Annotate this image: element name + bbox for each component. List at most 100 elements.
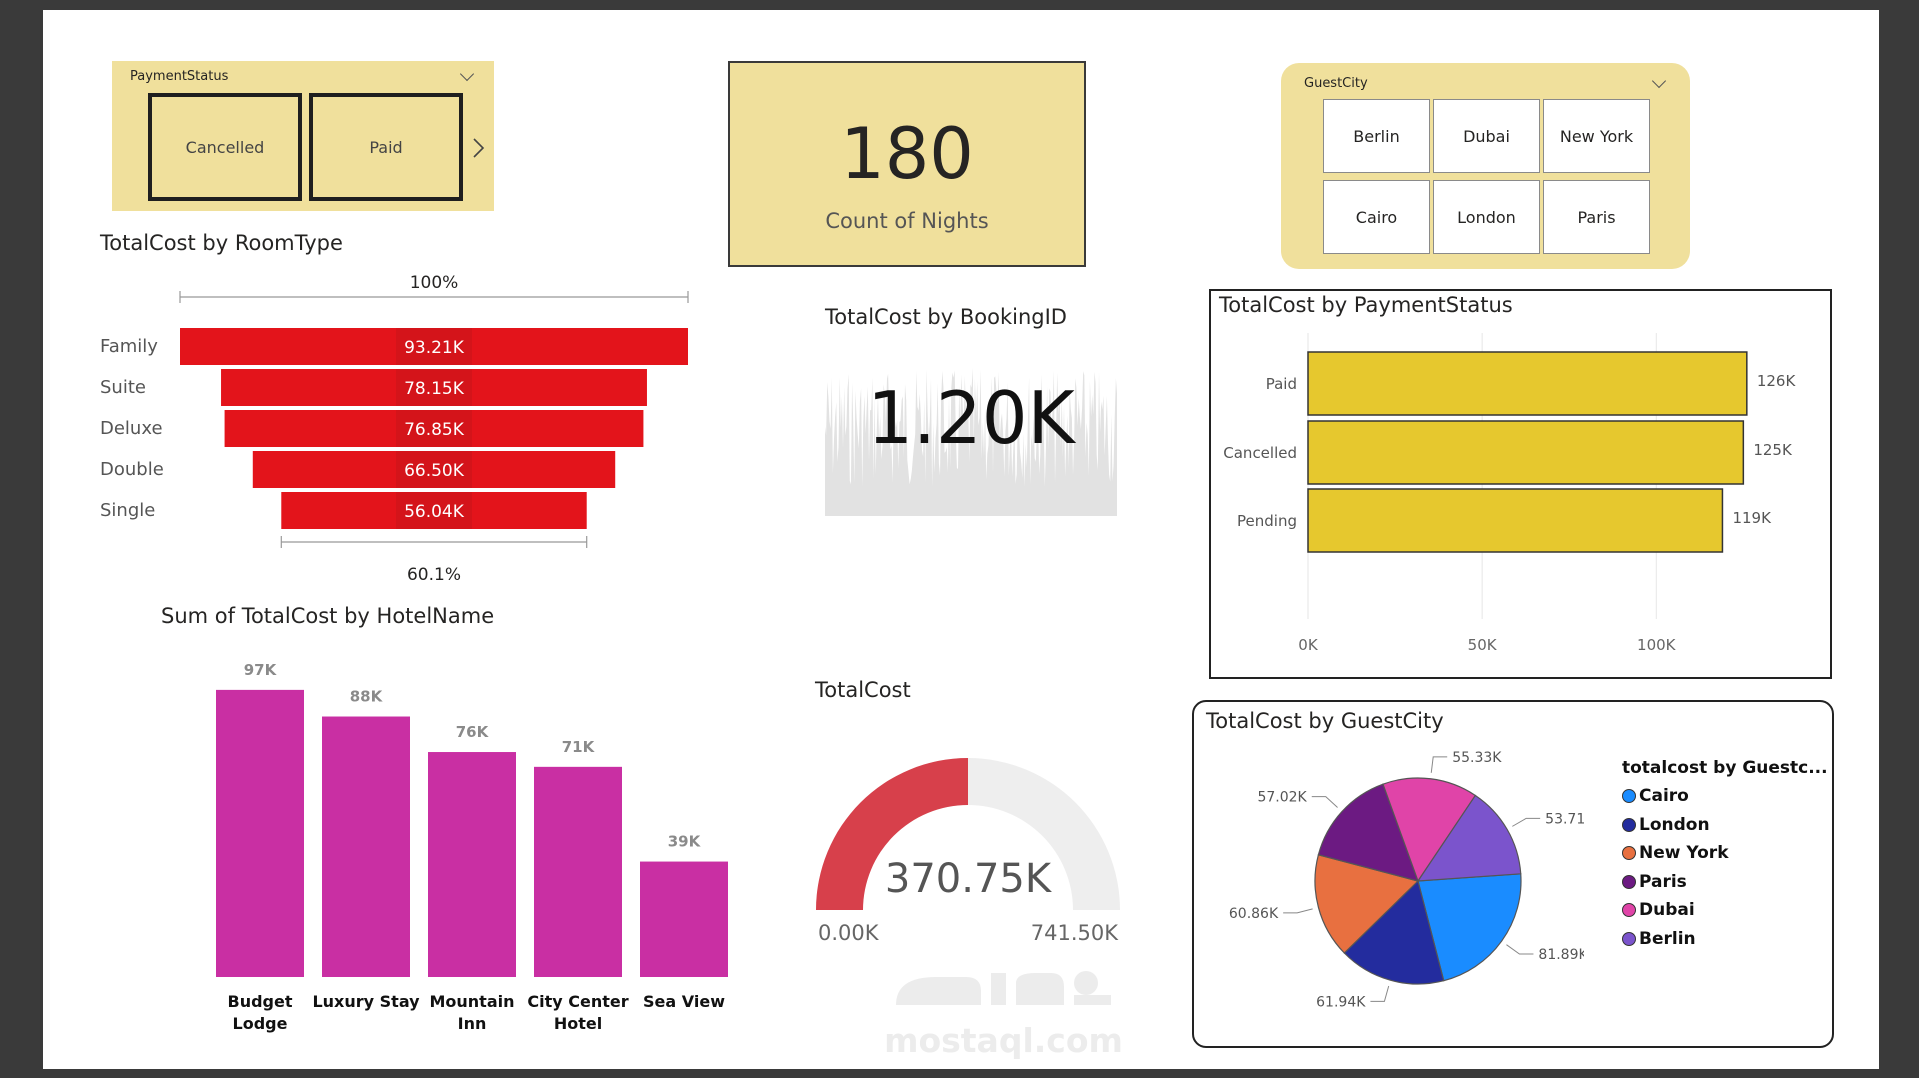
- kpi-value: 180: [840, 113, 974, 195]
- hotel-bar[interactable]: [534, 766, 622, 977]
- pie-data-label: 55.33K: [1452, 750, 1502, 766]
- hotel-bar-chart: 97K Budget Lodge 88K Luxury Stay 76K Mountain I…: [216, 661, 728, 1033]
- city-option-cairo[interactable]: Cairo: [1323, 180, 1430, 254]
- watermark-logo-mark: [886, 965, 1121, 1017]
- funnel-label-bg: [396, 492, 472, 529]
- gauge-title: TotalCost: [815, 678, 911, 702]
- chevron-down-icon[interactable]: [459, 66, 475, 82]
- status-chart-title: TotalCost by PaymentStatus: [1219, 293, 1513, 317]
- hotel-category-label: Budget: [228, 992, 293, 1011]
- legend-item[interactable]: Dubai: [1622, 896, 1832, 925]
- pie-leader-line: [1283, 908, 1313, 914]
- hotel-category-label: Sea View: [643, 992, 725, 1011]
- pie-data-label: 81.89K: [1538, 947, 1584, 963]
- city-option-berlin[interactable]: Berlin: [1323, 99, 1430, 173]
- payment-status-bar-chart: 0K 50K 100K Paid 126K Cancelled 125K Pending 11…: [1223, 333, 1797, 654]
- hotel-chart-title: Sum of TotalCost by HotelName: [161, 604, 495, 628]
- hotel-data-label: 39K: [668, 833, 702, 851]
- pie-data-label: 60.86K: [1229, 906, 1279, 922]
- legend-marker-icon: [1622, 789, 1636, 804]
- legend-item[interactable]: Berlin: [1622, 925, 1832, 954]
- legend-marker-icon: [1622, 817, 1636, 832]
- hotel-data-label: 71K: [562, 738, 596, 756]
- payment-status-chart-frame: TotalCost by PaymentStatus 0K 50K 100K Pai…: [1209, 289, 1832, 679]
- pie-slice[interactable]: [1382, 777, 1477, 883]
- city-option-london[interactable]: London: [1433, 180, 1540, 254]
- guest-city-pie-chart: 81.89K 61.94K 60.86K 57.02K 55.33K 53.71K: [1229, 750, 1584, 1010]
- funnel-value-label: 66.50K: [404, 461, 465, 481]
- status-bar[interactable]: [1307, 420, 1745, 485]
- hotel-category-label: City Center: [527, 992, 628, 1011]
- city-option-new-york[interactable]: New York: [1543, 99, 1650, 173]
- booking-card-value: 1.20K: [867, 376, 1075, 460]
- pie-leader-line: [1512, 817, 1541, 827]
- legend-marker-icon: [1622, 874, 1636, 889]
- legend-item[interactable]: Paris: [1622, 868, 1832, 897]
- status-category-label: Pending: [1237, 512, 1297, 530]
- funnel-category-label: Suite: [100, 377, 146, 398]
- funnel-label-bg: [396, 369, 472, 406]
- city-option-dubai[interactable]: Dubai: [1433, 99, 1540, 173]
- chevron-right-icon[interactable]: [472, 137, 486, 159]
- funnel-bottom-label: 60.1%: [407, 565, 461, 585]
- pie-leader-line: [1370, 985, 1390, 1002]
- hotel-data-label: 97K: [244, 661, 278, 679]
- hotel-data-label: 88K: [350, 688, 384, 706]
- legend-marker-icon: [1622, 903, 1636, 918]
- status-x-tick: 0K: [1298, 636, 1319, 654]
- pie-slice[interactable]: [1343, 879, 1445, 985]
- hotel-data-label: 76K: [456, 723, 490, 741]
- funnel-chart: 100% 93.21K Family 78.15K Suite 76.85K Deluxe…: [100, 273, 689, 585]
- funnel-value-label: 56.04K: [404, 502, 465, 522]
- legend-label: Dubai: [1639, 900, 1695, 921]
- funnel-label-bg: [396, 328, 472, 365]
- hotel-category-label: Lodge: [233, 1014, 288, 1033]
- legend-item[interactable]: New York: [1622, 839, 1832, 868]
- legend-item[interactable]: Cairo: [1622, 782, 1832, 811]
- chevron-down-icon[interactable]: [1651, 73, 1667, 89]
- legend-label: Paris: [1639, 871, 1687, 892]
- city-option-paris[interactable]: Paris: [1543, 180, 1650, 254]
- status-category-label: Cancelled: [1223, 444, 1297, 462]
- hotel-category-label: Luxury Stay: [312, 992, 420, 1011]
- funnel-category-label: Double: [100, 459, 164, 480]
- funnel-category-label: Family: [100, 336, 158, 357]
- hotel-bar[interactable]: [216, 689, 304, 977]
- pie-slice[interactable]: [1317, 783, 1419, 882]
- funnel-label-bg: [396, 410, 472, 447]
- gauge-max: 741.50K: [1031, 921, 1119, 945]
- status-category-label: Paid: [1266, 375, 1297, 393]
- status-bar[interactable]: [1307, 351, 1748, 416]
- booking-card-title: TotalCost by BookingID: [825, 305, 1067, 329]
- pie-slice[interactable]: [1416, 794, 1522, 882]
- city-slicer-title: GuestCity: [1304, 76, 1368, 91]
- pie-chart-title: TotalCost by GuestCity: [1206, 709, 1444, 733]
- pie-slice[interactable]: [1417, 873, 1522, 982]
- funnel-top-label: 100%: [410, 273, 459, 293]
- legend-label: Cairo: [1639, 786, 1689, 807]
- legend-item[interactable]: London: [1622, 811, 1832, 840]
- status-bar[interactable]: [1307, 488, 1724, 553]
- legend-label: New York: [1639, 843, 1729, 864]
- slicer-option-paid[interactable]: Paid: [309, 93, 463, 201]
- gauge-value: 370.75K: [885, 856, 1053, 902]
- hotel-bar[interactable]: [428, 752, 516, 977]
- kpi-label: Count of Nights: [825, 209, 989, 233]
- status-x-tick: 50K: [1468, 636, 1498, 654]
- status-data-label: 126K: [1757, 372, 1797, 390]
- pie-slice[interactable]: [1314, 854, 1420, 954]
- hotel-category-label: Mountain: [429, 992, 514, 1011]
- funnel-value-label: 93.21K: [404, 338, 465, 358]
- report-canvas: PaymentStatus Cancelled Paid 180 Count o…: [43, 10, 1879, 1069]
- hotel-bar[interactable]: [322, 716, 410, 977]
- legend-title: totalcost by Guestc...: [1622, 758, 1828, 778]
- payment-slicer-title: PaymentStatus: [130, 69, 229, 84]
- hotel-category-label: Hotel: [554, 1014, 602, 1033]
- pie-leader-line: [1506, 944, 1534, 955]
- payment-status-slicer: PaymentStatus Cancelled Paid: [112, 61, 494, 211]
- gauge-fill: [816, 758, 968, 910]
- hotel-bar[interactable]: [640, 861, 728, 977]
- pie-data-label: 53.71K: [1545, 811, 1584, 827]
- total-cost-gauge: 370.75K 0.00K 741.50K: [816, 758, 1120, 945]
- slicer-option-cancelled[interactable]: Cancelled: [148, 93, 302, 201]
